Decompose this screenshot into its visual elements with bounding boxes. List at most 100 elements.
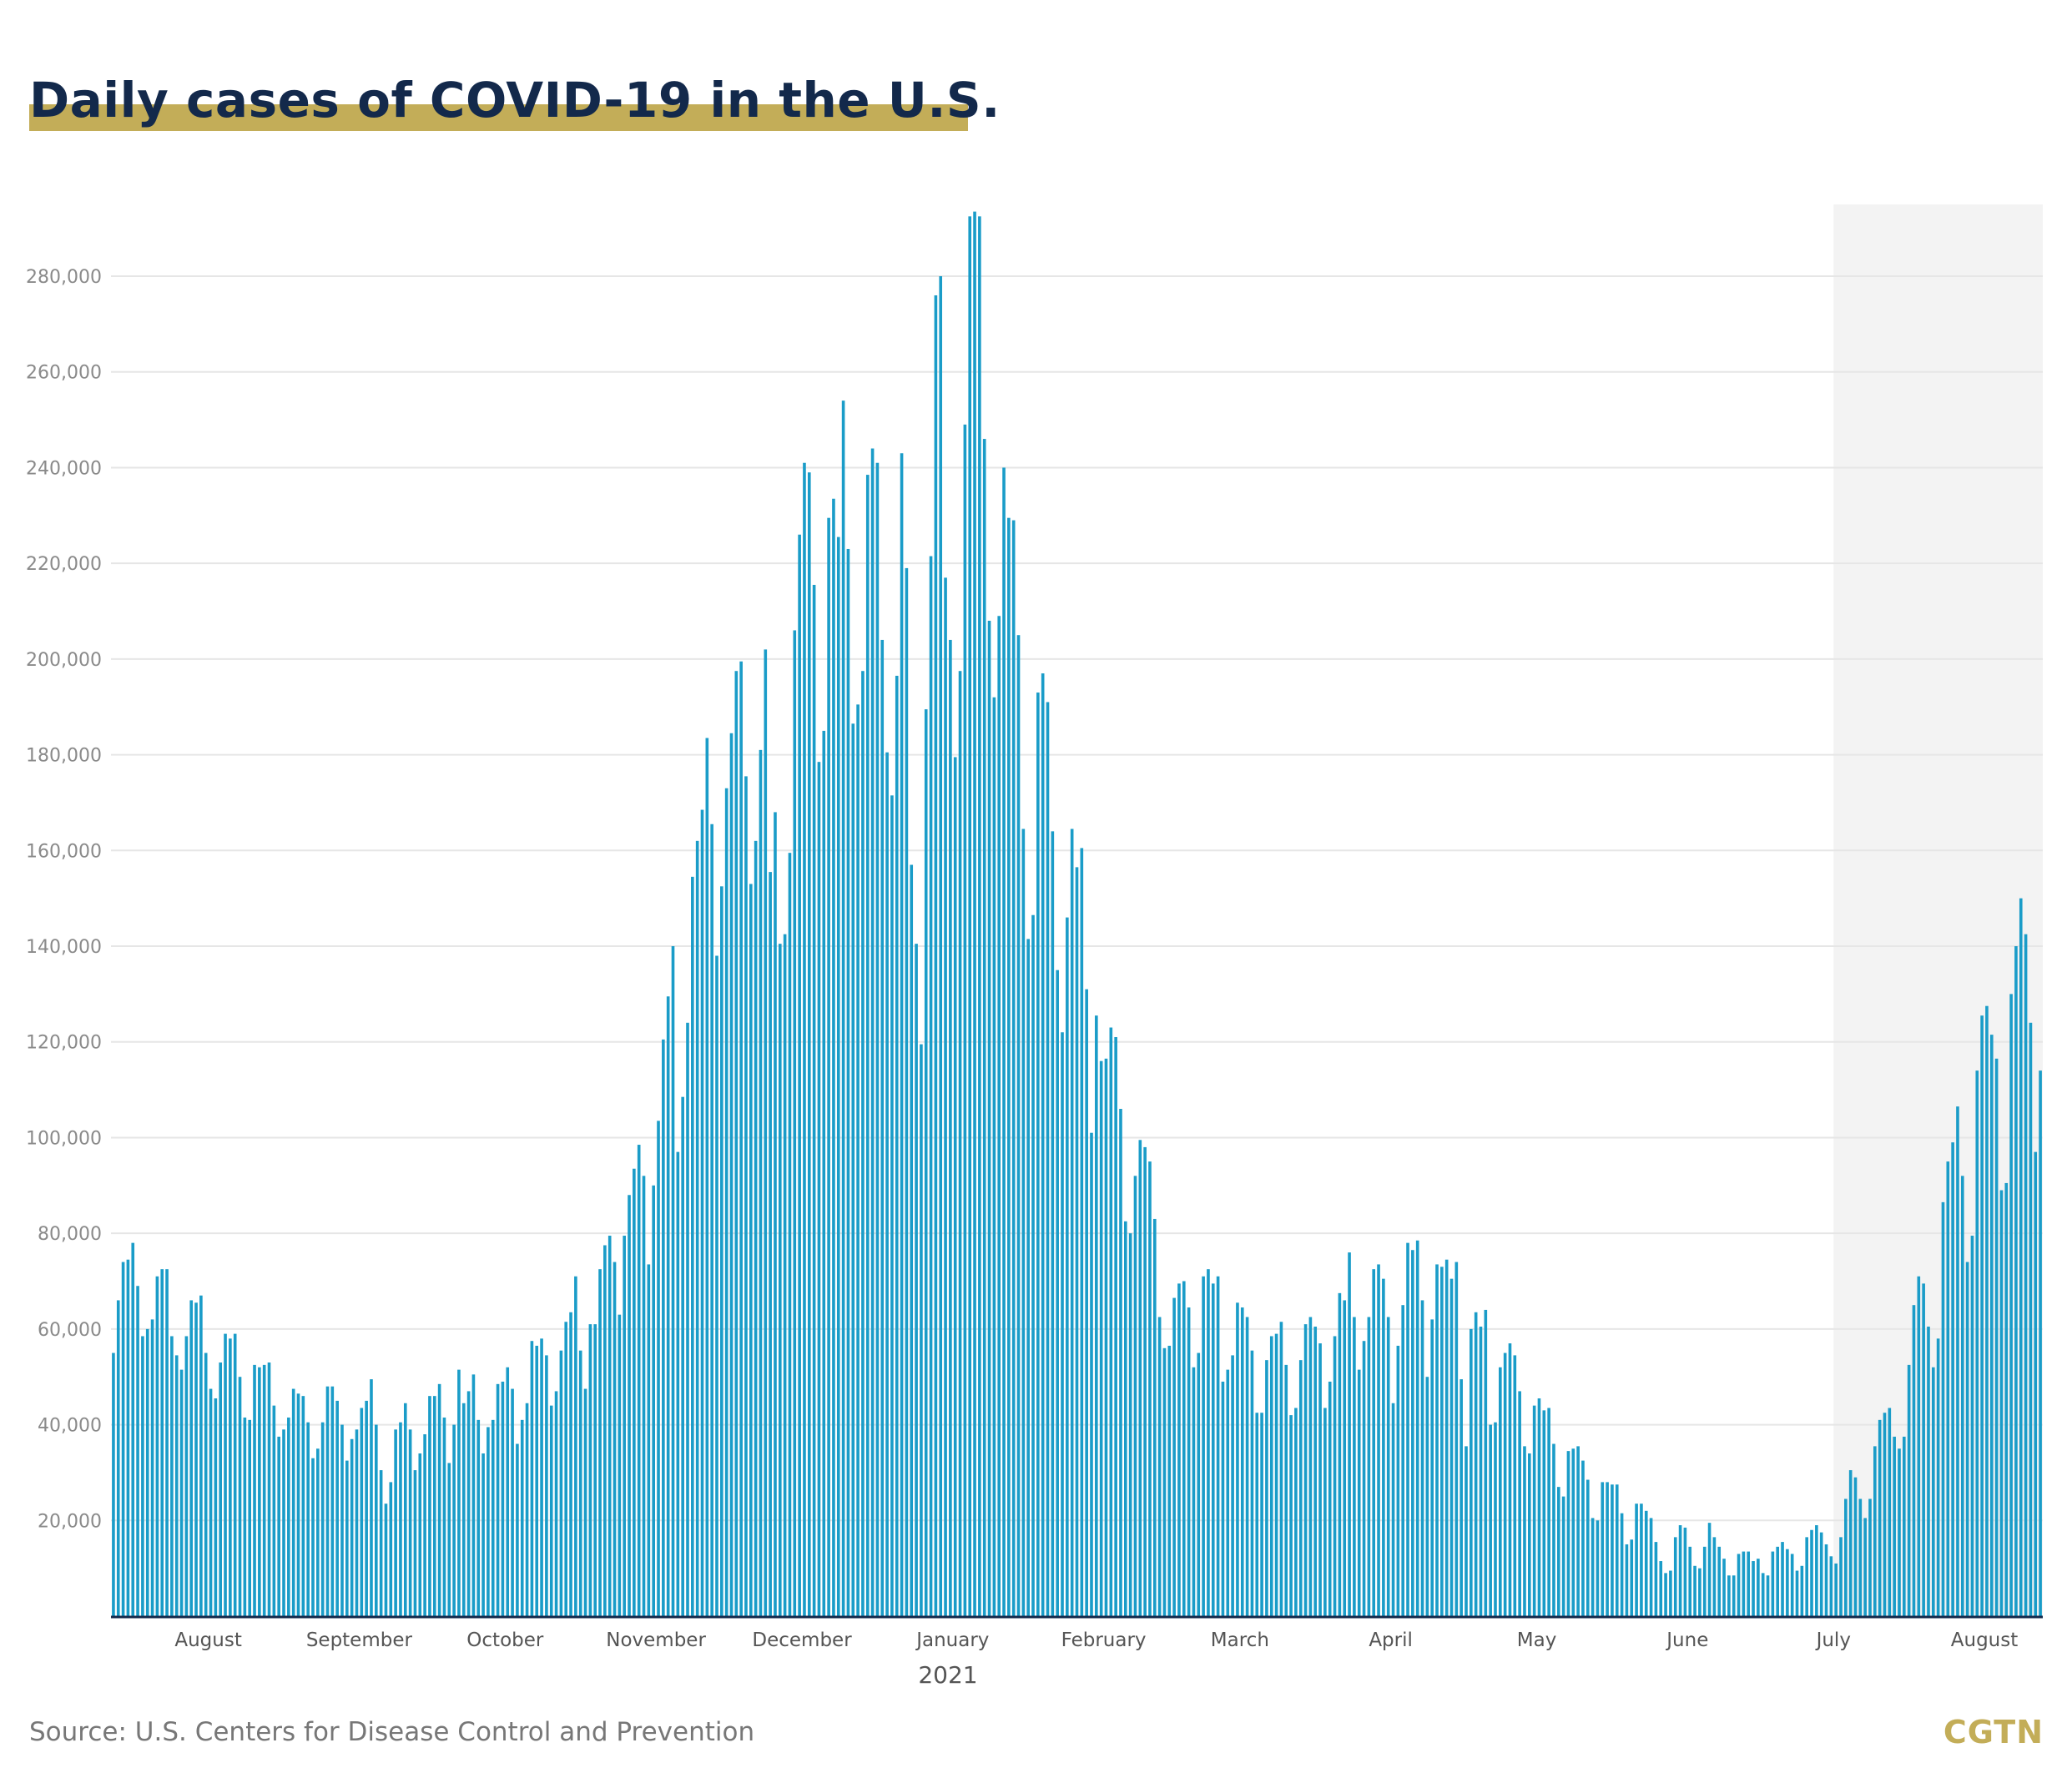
bar: [578, 1350, 582, 1616]
x-tick-label: May: [1517, 1629, 1557, 1651]
bar: [2039, 1070, 2042, 1616]
bar: [545, 1355, 548, 1616]
x-tick-label: August: [1951, 1629, 2019, 1651]
bar: [1172, 1297, 1176, 1616]
bar: [1391, 1403, 1395, 1616]
bar: [1717, 1546, 1722, 1616]
bar: [1566, 1451, 1570, 1616]
bar: [978, 216, 981, 1616]
bar: [1011, 520, 1016, 1617]
bar: [291, 1388, 295, 1616]
bar: [1372, 1269, 1376, 1616]
bar: [408, 1429, 412, 1616]
bar: [374, 1424, 378, 1616]
bar: [1348, 1252, 1351, 1616]
bar: [1357, 1369, 1361, 1616]
bar: [530, 1341, 534, 1616]
bar: [1615, 1484, 1619, 1616]
bar: [759, 749, 763, 1616]
bar: [506, 1367, 510, 1616]
bar: [501, 1381, 505, 1616]
bar: [778, 944, 782, 1616]
bar: [399, 1422, 402, 1616]
bar: [607, 1236, 612, 1616]
bar: [1795, 1570, 1799, 1616]
bar: [2019, 898, 2023, 1616]
bar: [1819, 1532, 1823, 1616]
bar: [695, 840, 699, 1616]
bar: [1936, 1338, 1940, 1616]
x-tick-label: March: [1211, 1629, 1269, 1651]
y-tick-label: 100,000: [26, 1128, 102, 1149]
bar: [1046, 702, 1050, 1616]
bar: [1075, 867, 1079, 1616]
bar: [141, 1336, 144, 1616]
bar: [812, 584, 816, 1616]
bar: [836, 536, 840, 1616]
bar: [277, 1436, 280, 1616]
bar: [219, 1362, 223, 1616]
y-tick-label: 280,000: [26, 267, 102, 288]
bar: [1454, 1262, 1459, 1616]
bar: [1625, 1544, 1629, 1616]
bar: [754, 840, 758, 1616]
bar: [613, 1262, 617, 1616]
bar: [1732, 1575, 1736, 1616]
bar: [1698, 1568, 1701, 1616]
bar: [822, 730, 826, 1616]
bar: [1673, 1537, 1677, 1616]
bar: [598, 1269, 602, 1616]
bar: [1654, 1542, 1658, 1616]
bar: [194, 1302, 198, 1616]
bar: [1542, 1410, 1546, 1616]
bar: [1581, 1460, 1585, 1616]
bar: [973, 211, 976, 1616]
bar: [1800, 1565, 1804, 1616]
bar: [330, 1386, 335, 1616]
bar: [1683, 1527, 1687, 1616]
bar: [1640, 1503, 1643, 1616]
bar: [729, 733, 734, 1616]
bar: [403, 1403, 407, 1616]
bar: [997, 616, 1001, 1617]
bar: [1669, 1570, 1672, 1616]
y-tick-label: 140,000: [26, 937, 102, 958]
bar: [1878, 1419, 1882, 1616]
bar: [1494, 1422, 1497, 1616]
bar: [915, 944, 918, 1616]
bar: [1036, 693, 1040, 1616]
bar: [623, 1236, 627, 1616]
bar: [418, 1453, 422, 1616]
bar: [724, 788, 728, 1616]
bar: [744, 776, 748, 1616]
bar: [184, 1336, 189, 1616]
source-note: Source: U.S. Centers for Disease Control…: [29, 1717, 755, 1747]
bar: [1026, 939, 1030, 1616]
bar: [1202, 1276, 1205, 1616]
bar: [734, 671, 739, 1616]
bar: [666, 996, 670, 1616]
x-tick-label: June: [1665, 1629, 1708, 1651]
bar: [1386, 1317, 1390, 1616]
year-label: 2021: [918, 1661, 977, 1689]
bar: [671, 946, 675, 1616]
bar: [1903, 1436, 1906, 1616]
bar: [1056, 970, 1059, 1616]
bar: [136, 1286, 139, 1616]
bar: [1308, 1317, 1313, 1616]
bar: [1080, 848, 1084, 1616]
bar: [1596, 1520, 1600, 1616]
bar: [1844, 1498, 1848, 1616]
bar: [1810, 1529, 1813, 1616]
bar: [1114, 1036, 1117, 1616]
bar: [1367, 1317, 1371, 1616]
bar: [715, 955, 718, 1616]
bar: [1382, 1278, 1385, 1616]
bar: [807, 472, 811, 1616]
bar: [705, 738, 709, 1617]
y-tick-label: 180,000: [26, 746, 102, 767]
bar: [949, 639, 952, 1616]
bar: [2009, 994, 2013, 1616]
bar: [496, 1383, 500, 1616]
bar: [1231, 1355, 1234, 1616]
